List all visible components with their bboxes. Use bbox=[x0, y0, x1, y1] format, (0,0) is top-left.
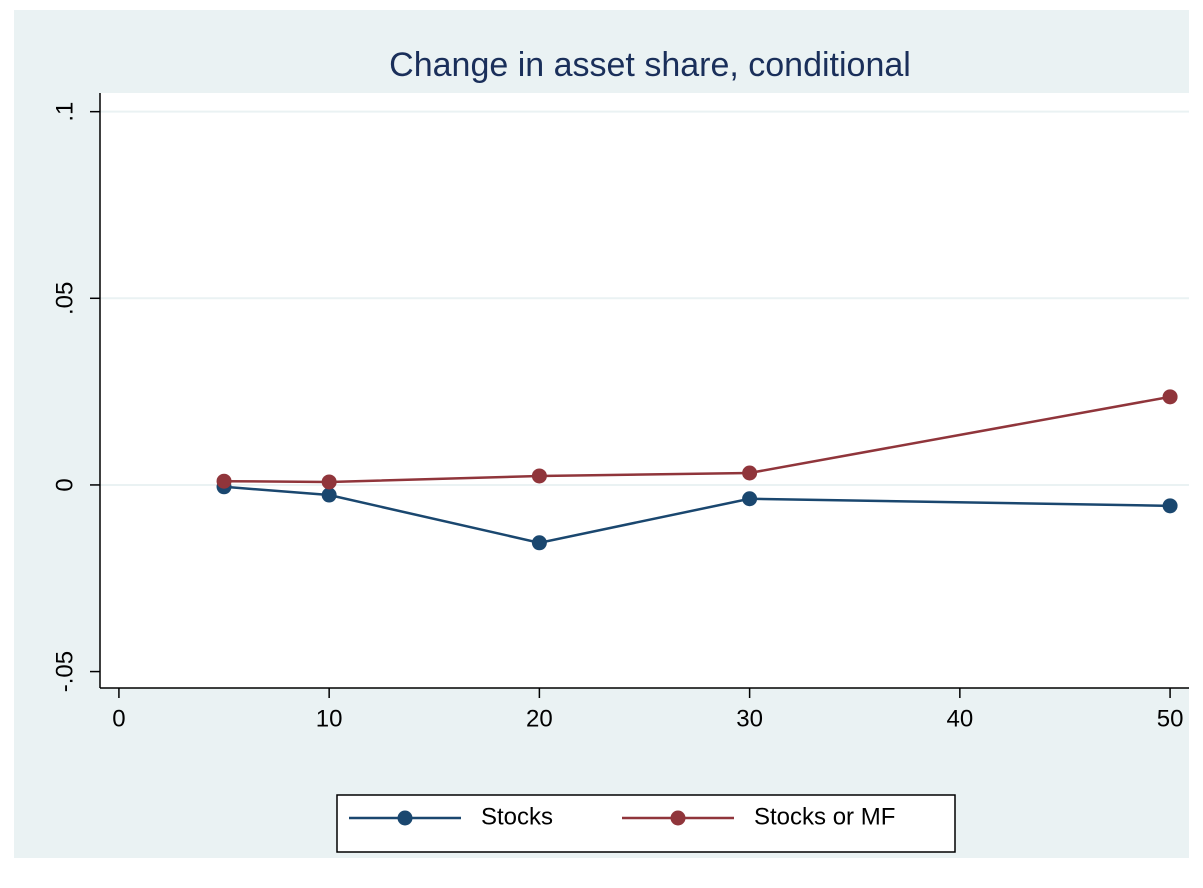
point bbox=[742, 491, 758, 507]
legend-marker bbox=[670, 810, 686, 826]
y-tick-label: 0 bbox=[51, 478, 78, 491]
x-tick-label: 20 bbox=[526, 705, 553, 732]
x-tick-label: 10 bbox=[316, 705, 343, 732]
plot-area bbox=[100, 93, 1189, 688]
point bbox=[1162, 389, 1178, 405]
y-tick-label: .1 bbox=[51, 102, 78, 122]
point bbox=[321, 474, 337, 490]
chart-title: Change in asset share, conditional bbox=[389, 46, 911, 84]
legend-label: Stocks bbox=[481, 803, 553, 830]
x-tick-label: 30 bbox=[736, 705, 763, 732]
x-tick-label: 0 bbox=[112, 705, 125, 732]
legend-label: Stocks or MF bbox=[754, 803, 895, 830]
y-tick-label: .05 bbox=[51, 282, 78, 315]
point bbox=[321, 487, 337, 503]
legend-marker bbox=[397, 810, 413, 826]
y-tick-label: -.05 bbox=[51, 651, 78, 692]
x-tick-label: 50 bbox=[1157, 705, 1184, 732]
x-tick-label: 40 bbox=[946, 705, 973, 732]
legend-box bbox=[336, 794, 956, 853]
point bbox=[531, 535, 547, 551]
point bbox=[742, 465, 758, 481]
point bbox=[1162, 498, 1178, 514]
point bbox=[216, 473, 232, 489]
point bbox=[531, 468, 547, 484]
